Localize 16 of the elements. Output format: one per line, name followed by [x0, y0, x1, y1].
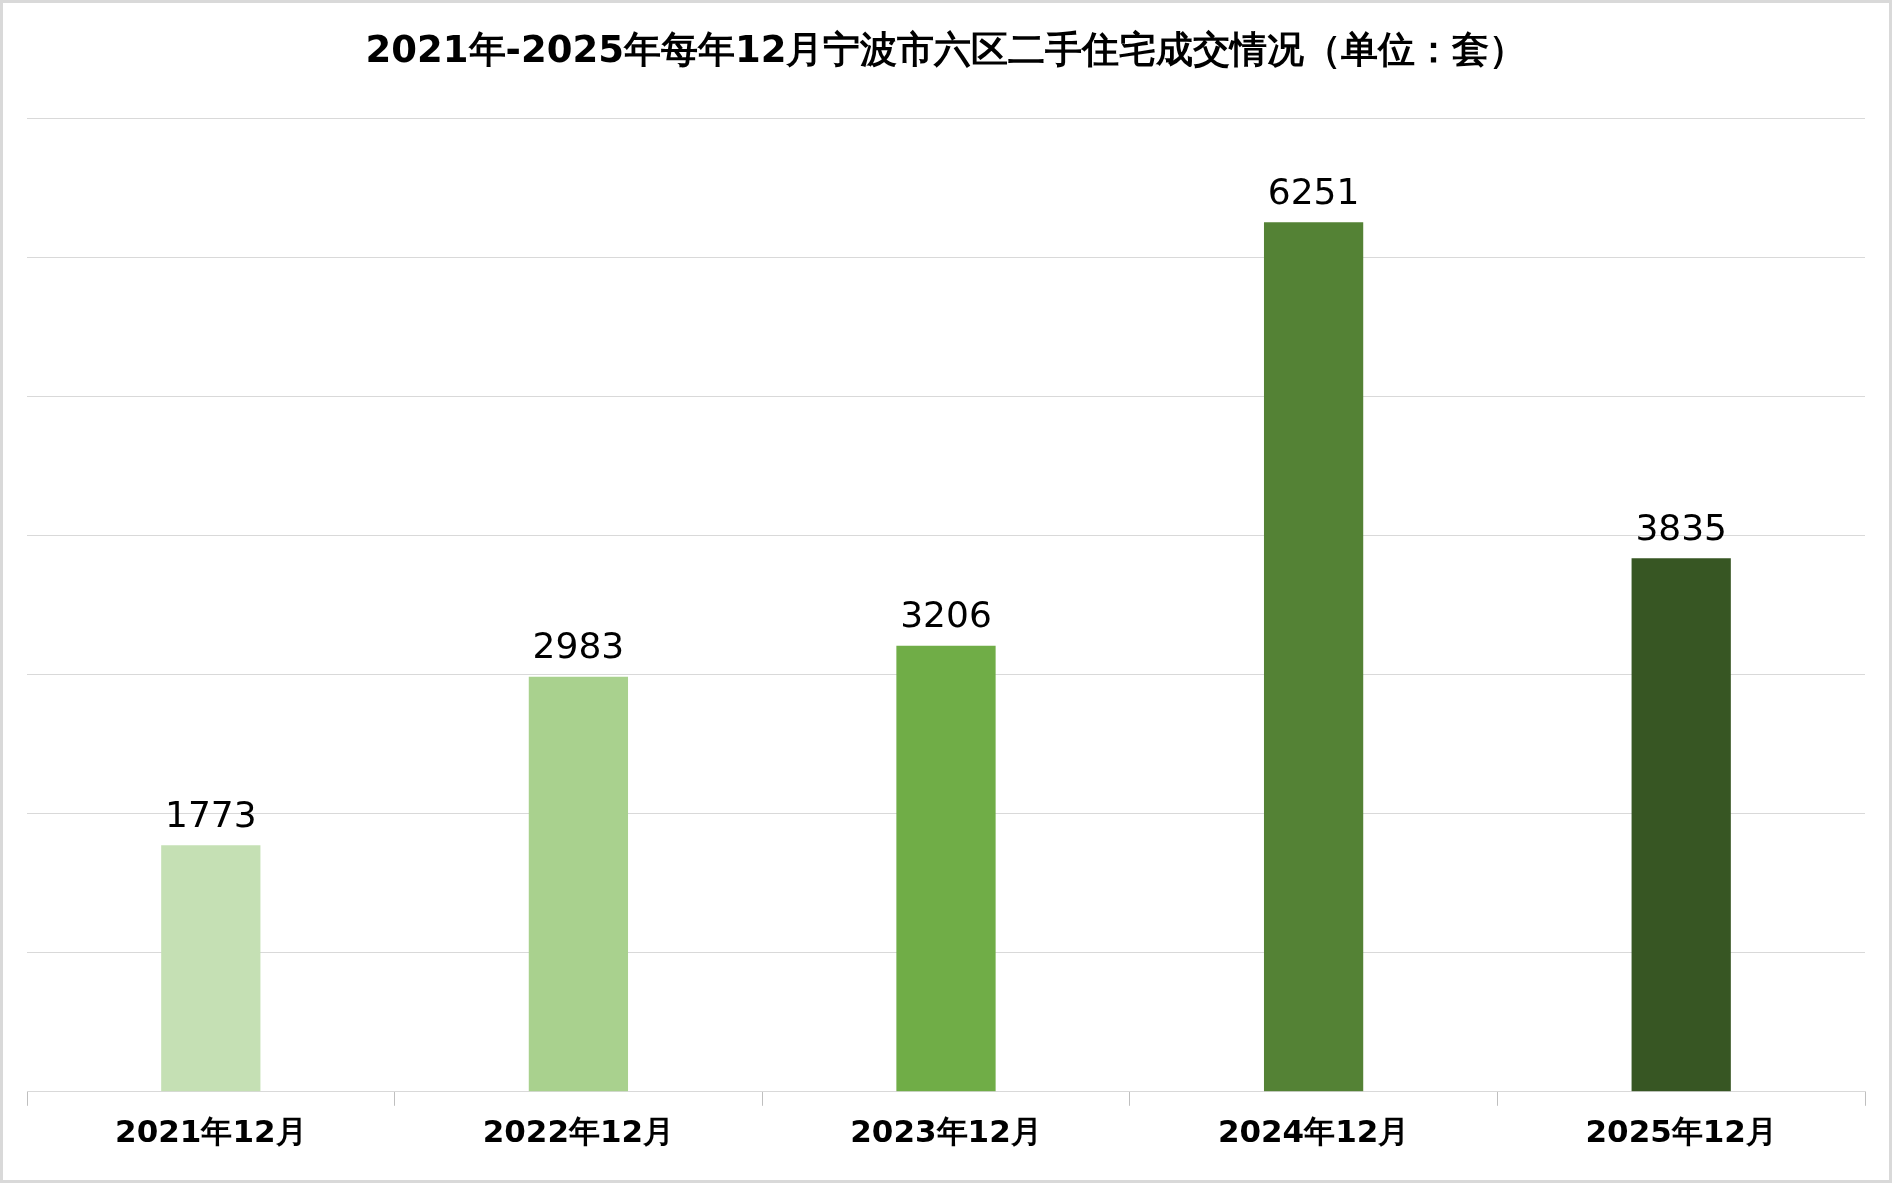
bar — [1263, 222, 1364, 1092]
x-tick-label: 2022年12月 — [482, 1113, 675, 1150]
x-tick-label: 2024年12月 — [1217, 1113, 1410, 1150]
bar — [896, 645, 996, 1092]
data-label: 1773 — [164, 793, 257, 835]
x-tick-label: 2023年12月 — [850, 1113, 1042, 1150]
bar — [1631, 558, 1731, 1092]
chart-title: 2021年-2025年每年12月宁波市六区二手住宅成交情况（单位：套） — [364, 27, 1528, 73]
bar — [528, 676, 629, 1092]
data-label: 6251 — [1267, 170, 1360, 212]
bar — [161, 845, 261, 1092]
data-label: 2983 — [532, 625, 625, 667]
x-tick-label: 2025年12月 — [1585, 1113, 1777, 1150]
data-label: 3206 — [900, 594, 992, 636]
x-tick-label: 2021年12月 — [115, 1113, 307, 1150]
data-label: 3835 — [1635, 506, 1728, 548]
